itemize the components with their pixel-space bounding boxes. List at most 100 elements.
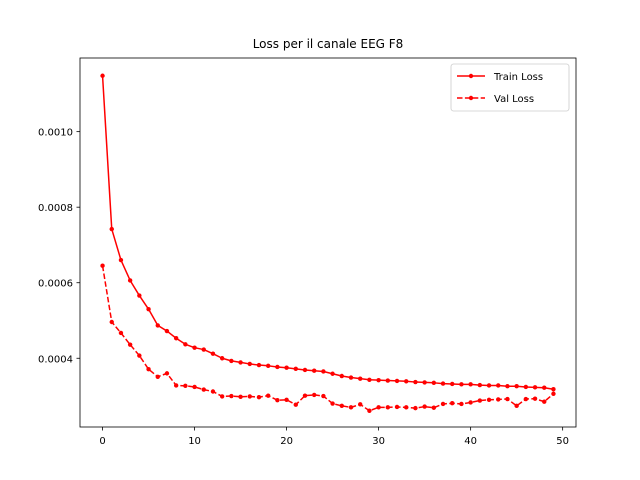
train-loss-point	[367, 377, 372, 382]
val-loss-point	[302, 393, 308, 398]
train-loss-point	[330, 371, 335, 376]
val-loss-point	[367, 408, 372, 413]
legend-train-loss-marker	[468, 73, 474, 79]
val-loss-point	[219, 394, 225, 399]
train-loss-point	[155, 323, 160, 328]
train-loss-point	[376, 377, 381, 383]
val-loss-point	[100, 263, 105, 268]
legend-train-loss-label: Train Loss	[493, 72, 543, 83]
train-loss-point	[118, 257, 124, 263]
train-loss-point	[542, 385, 547, 390]
x-tick-label: 50	[556, 436, 569, 447]
train-loss-point	[468, 382, 473, 387]
val-loss-point	[339, 403, 344, 409]
train-loss-point	[265, 363, 271, 369]
val-loss-point	[229, 393, 234, 399]
val-loss-point	[293, 402, 298, 407]
val-loss-point	[256, 394, 262, 400]
val-loss-point	[551, 391, 556, 396]
val-loss-point	[183, 383, 188, 389]
val-loss-point	[173, 383, 179, 388]
train-loss-point	[183, 342, 188, 347]
train-loss-point	[238, 360, 243, 365]
val-loss-point	[376, 405, 381, 410]
val-loss-point	[330, 401, 335, 406]
val-loss-point	[413, 405, 418, 411]
val-loss-point	[505, 396, 510, 402]
train-loss-point	[532, 385, 538, 390]
train-loss-point	[275, 364, 280, 370]
train-loss-point	[164, 328, 170, 334]
train-loss-point	[302, 367, 308, 373]
x-tick-label: 40	[464, 436, 477, 447]
val-loss-point	[210, 389, 216, 394]
legend-val-loss-marker	[468, 95, 474, 101]
train-loss-point	[293, 366, 298, 372]
train-loss-point	[523, 384, 529, 390]
x-tick-label: 30	[372, 436, 385, 447]
train-loss-point	[109, 226, 114, 232]
y-tick-label: 0.0006	[38, 279, 73, 290]
train-loss-point	[256, 362, 262, 368]
val-loss-point	[514, 403, 519, 409]
train-loss-point	[100, 73, 105, 78]
val-loss-point	[155, 374, 160, 379]
val-loss-point	[542, 399, 547, 404]
axes: 0 10 20 30 40 50 0.0004 0.0006 0.0008 0.0010	[38, 128, 569, 447]
val-loss-point	[137, 353, 142, 358]
x-tick-label: 20	[280, 436, 293, 447]
train-loss-point	[413, 379, 418, 385]
train-loss-point	[505, 384, 510, 389]
val-loss-point	[486, 397, 492, 403]
val-loss-point	[146, 367, 151, 372]
val-loss-point	[404, 405, 409, 410]
val-loss-point	[321, 393, 326, 399]
y-tick-label: 0.0010	[38, 128, 73, 139]
val-loss-point	[275, 397, 280, 403]
train-loss-point	[450, 381, 455, 387]
val-loss-point	[459, 401, 464, 407]
train-loss-point	[394, 378, 400, 384]
val-loss-point	[477, 398, 483, 403]
train-loss-point	[477, 382, 483, 388]
train-loss-point	[284, 365, 289, 370]
axes-frame	[79, 57, 577, 428]
val-loss-point	[312, 392, 317, 398]
plot-area	[100, 73, 556, 413]
train-loss-point	[247, 361, 252, 367]
val-loss-point	[192, 384, 197, 390]
train-loss-point	[146, 306, 151, 312]
train-loss-point	[348, 375, 354, 380]
train-loss-point	[496, 383, 501, 388]
val-loss-point	[265, 393, 271, 398]
train-loss-point	[192, 345, 197, 350]
val-loss-point	[450, 401, 455, 406]
chart-title: Loss per il canale EEG F8	[253, 37, 404, 51]
val-loss-point	[385, 405, 391, 410]
val-loss-point	[523, 396, 529, 402]
train-loss-point	[486, 383, 492, 388]
train-loss-point	[431, 380, 437, 386]
train-loss-point	[127, 278, 133, 283]
train-loss-point	[321, 369, 326, 374]
val-loss-point	[238, 394, 243, 399]
val-loss-point	[496, 397, 501, 402]
val-loss-point	[127, 342, 133, 347]
val-loss-point	[348, 405, 354, 410]
train-loss-point	[173, 336, 179, 341]
x-tick-label: 0	[99, 436, 105, 447]
train-loss-point	[459, 382, 464, 387]
train-loss-point	[219, 356, 225, 361]
val-loss-point	[247, 394, 252, 399]
val-loss-point	[118, 330, 124, 336]
val-loss-point	[468, 400, 473, 405]
train-loss-point	[201, 347, 206, 352]
train-loss-point	[358, 376, 363, 381]
val-loss-point	[164, 371, 170, 376]
train-loss-point	[229, 358, 234, 364]
train-loss-point	[137, 293, 142, 298]
legend-val-loss-label: Val Loss	[494, 94, 534, 105]
val-loss-point	[532, 396, 538, 401]
val-loss-point	[358, 402, 363, 407]
